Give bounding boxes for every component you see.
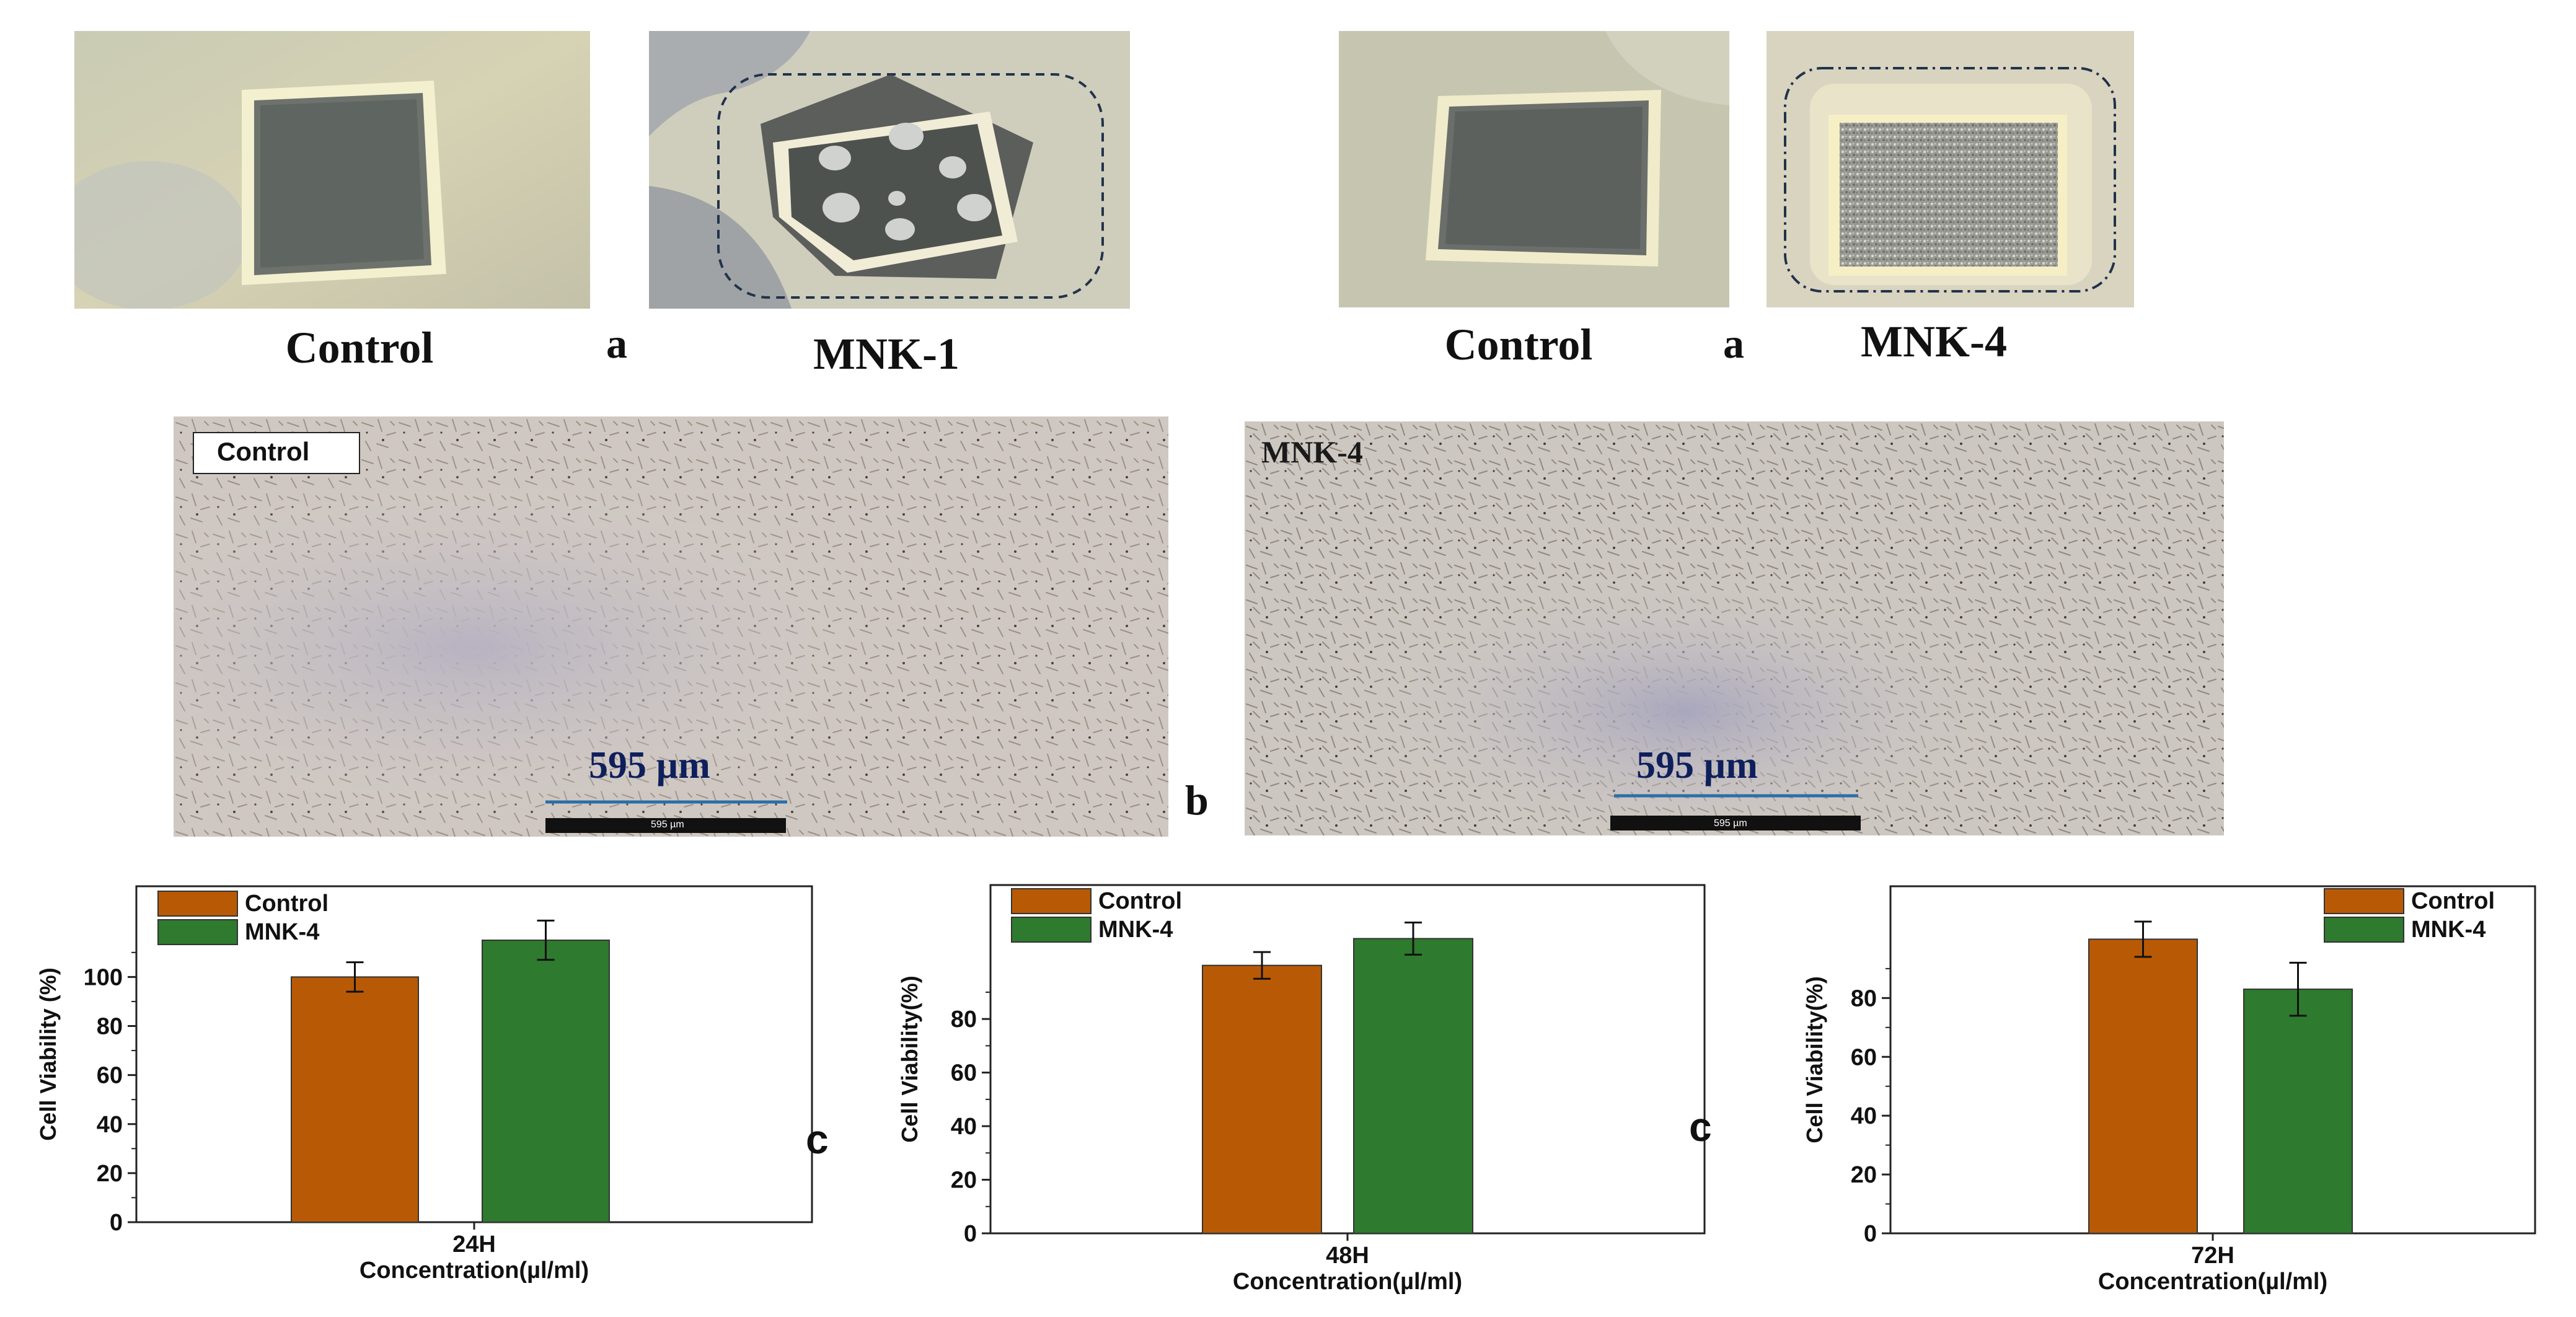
bar-mnk-4 (1353, 938, 1473, 1234)
microscopy-mnk4-label: MNK-4 (1261, 434, 1363, 469)
legend-label: MNK-4 (1098, 917, 1173, 943)
bar-mnk-4 (2243, 989, 2353, 1235)
legend-label: MNK-4 (245, 919, 319, 945)
y-tick-label: 0 (110, 1210, 123, 1236)
panel-letter-b: b (1185, 777, 1209, 824)
microscopy-control (174, 416, 1168, 837)
photo-control-right (1339, 31, 1729, 307)
y-tick-label: 60 (1851, 1044, 1877, 1070)
photo-control-left (74, 31, 590, 309)
legend-swatch (2324, 888, 2404, 914)
y-tick-label: 0 (964, 1221, 977, 1247)
y-tick-label: 40 (1851, 1103, 1877, 1129)
y-tick-label: 60 (951, 1060, 977, 1086)
legend-swatch (2324, 917, 2404, 943)
scale-label-mnk4: 595 µm (1636, 744, 1758, 786)
panel-letter-a-right: a (1723, 320, 1744, 367)
panel-letter-c-2: c (1689, 1104, 1712, 1150)
photo-mnk4-right (1767, 31, 2134, 307)
legend-label: MNK-4 (2411, 917, 2486, 943)
legend-swatch (157, 919, 238, 945)
y-tick-label: 80 (97, 1014, 123, 1040)
y-tick-label: 80 (951, 1006, 977, 1033)
x-tick-label: 48H (1326, 1243, 1369, 1269)
photo-mnk1-left (649, 31, 1130, 309)
microscopy-mnk4 (1245, 421, 2224, 835)
label-control-right: Control (1444, 320, 1593, 369)
y-tick-label: 80 (1851, 985, 1877, 1011)
y-tick-label: 0 (1864, 1221, 1877, 1247)
legend-label: Control (1098, 888, 1182, 914)
scale-label-control: 595 µm (589, 744, 710, 786)
y-axis-label: Cell Viability (%) (35, 967, 61, 1140)
y-axis-label: Cell Viability(%) (1802, 976, 1827, 1143)
x-axis-label: Concentration(µl/ml) (2098, 1269, 2327, 1295)
y-tick-label: 20 (97, 1161, 123, 1187)
label-control-left: Control (285, 323, 434, 372)
y-tick-label: 60 (97, 1063, 123, 1089)
legend-swatch (157, 891, 238, 917)
panel-letter-c-1: c (806, 1116, 829, 1162)
label-mnk1: MNK-1 (813, 329, 959, 379)
legend-label: Control (245, 891, 329, 917)
microscopy-control-label: Control (217, 437, 310, 466)
scale-bar-small-label-mnk4: 595 µm (1714, 818, 1747, 829)
y-tick-label: 40 (951, 1114, 977, 1140)
bar-control (2088, 938, 2198, 1234)
y-tick-label: 20 (951, 1168, 977, 1194)
bar-mnk-4 (482, 940, 610, 1223)
legend-label: Control (2411, 888, 2495, 914)
x-tick-label: 24H (452, 1231, 496, 1258)
label-mnk4: MNK-4 (1861, 317, 2007, 366)
panel-letter-a-left: a (606, 320, 627, 367)
bar-control (1202, 964, 1322, 1234)
legend-swatch (1011, 917, 1092, 943)
y-axis-label: Cell Viability(%) (897, 976, 922, 1142)
x-axis-label: Concentration(µl/ml) (1233, 1269, 1462, 1295)
y-tick-label: 100 (84, 964, 123, 990)
y-tick-label: 40 (97, 1112, 123, 1138)
legend-swatch (1011, 888, 1092, 914)
scale-bar-small-label-control: 595 µm (651, 819, 684, 830)
x-axis-label: Concentration(µl/ml) (359, 1258, 589, 1284)
bar-control (291, 976, 419, 1223)
x-tick-label: 72H (2191, 1243, 2234, 1269)
y-tick-label: 20 (1851, 1162, 1877, 1188)
plot-frame (989, 884, 1706, 1235)
